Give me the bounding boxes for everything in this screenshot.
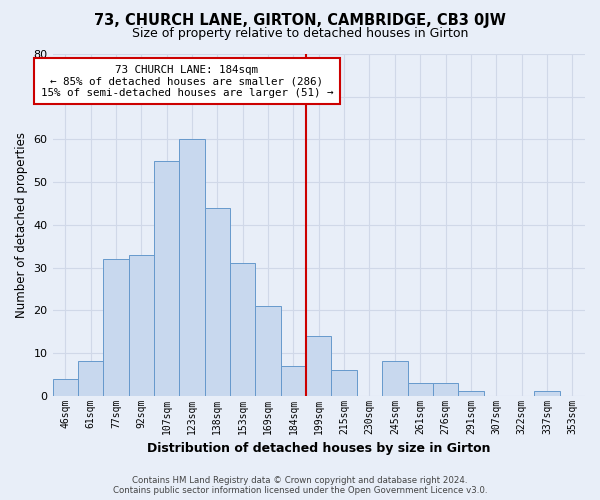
Text: Size of property relative to detached houses in Girton: Size of property relative to detached ho…: [132, 28, 468, 40]
Bar: [53, 378, 78, 396]
Bar: [154, 161, 179, 396]
Bar: [256, 306, 281, 396]
Text: 73 CHURCH LANE: 184sqm
← 85% of detached houses are smaller (286)
15% of semi-de: 73 CHURCH LANE: 184sqm ← 85% of detached…: [41, 64, 333, 98]
X-axis label: Distribution of detached houses by size in Girton: Distribution of detached houses by size …: [147, 442, 491, 455]
Bar: [179, 140, 205, 396]
Bar: [382, 362, 407, 396]
Bar: [306, 336, 331, 396]
Bar: [331, 370, 357, 396]
Text: 73, CHURCH LANE, GIRTON, CAMBRIDGE, CB3 0JW: 73, CHURCH LANE, GIRTON, CAMBRIDGE, CB3 …: [94, 12, 506, 28]
Bar: [407, 383, 433, 396]
Bar: [458, 392, 484, 396]
Bar: [433, 383, 458, 396]
Bar: [534, 392, 560, 396]
Text: Contains HM Land Registry data © Crown copyright and database right 2024.
Contai: Contains HM Land Registry data © Crown c…: [113, 476, 487, 495]
Bar: [103, 259, 128, 396]
Bar: [230, 264, 256, 396]
Bar: [128, 254, 154, 396]
Bar: [281, 366, 306, 396]
Bar: [205, 208, 230, 396]
Bar: [78, 362, 103, 396]
Y-axis label: Number of detached properties: Number of detached properties: [15, 132, 28, 318]
